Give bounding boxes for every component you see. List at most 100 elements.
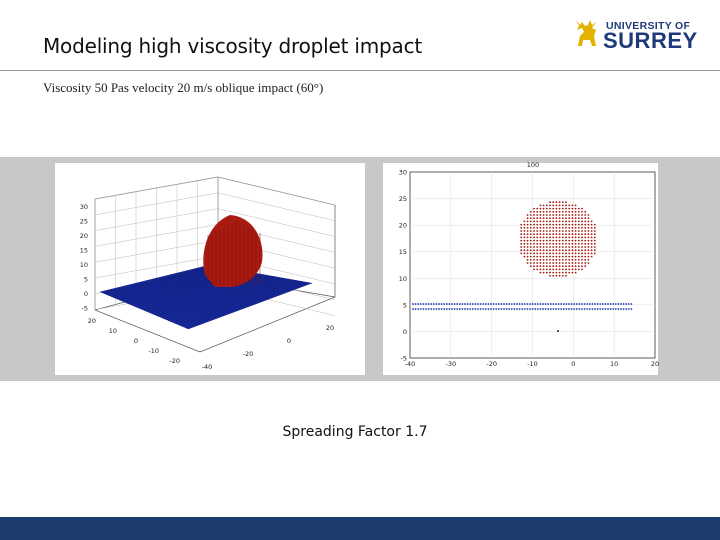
droplet-dot (577, 252, 580, 255)
plate-dot (456, 303, 459, 305)
droplet-dot (542, 214, 545, 216)
plate-dot (544, 303, 547, 305)
droplet-dot (545, 230, 548, 232)
droplet-dot (542, 210, 545, 213)
plate-dot (513, 303, 516, 305)
droplet-dot (533, 242, 535, 245)
plate-dot (549, 308, 552, 310)
plate-dot (438, 308, 440, 310)
droplet-dot (561, 239, 564, 242)
plate-dot (620, 303, 622, 305)
droplet-dot (574, 204, 577, 207)
droplet-dot (545, 239, 548, 242)
y-tick-label: 10 (109, 327, 117, 335)
droplet-dot (526, 249, 529, 252)
droplet-dot (568, 268, 571, 271)
origin-dot (557, 330, 559, 332)
droplet-dot (593, 223, 596, 226)
droplet-dot (555, 274, 558, 277)
droplet-dot (581, 233, 583, 236)
droplet-dot (549, 274, 551, 277)
droplet-dot (558, 233, 561, 236)
droplet-dot (549, 236, 551, 239)
droplet-dot (533, 236, 535, 239)
droplet-dot (542, 226, 545, 229)
plate-dot (594, 303, 596, 305)
plate-dot (453, 303, 456, 305)
droplet-dot (581, 210, 583, 213)
z-tick-label: 5 (84, 276, 88, 284)
droplet-dot (571, 217, 574, 220)
plate-dot (555, 308, 557, 310)
plate-dot (521, 308, 524, 310)
droplet-dot (552, 252, 555, 255)
plot-2d-x-tick: -20 (486, 360, 497, 368)
droplet-dot (577, 220, 580, 223)
droplet-dot (581, 249, 583, 252)
plate-dot (625, 308, 628, 310)
z-tick-label: 0 (84, 290, 88, 298)
droplet-dot (577, 217, 580, 220)
droplet-dot (577, 242, 580, 245)
droplet-dot (542, 236, 545, 239)
droplet-dot (571, 255, 574, 258)
droplet-dot (539, 255, 542, 258)
droplet-dot (561, 220, 564, 223)
droplet-dot (571, 214, 574, 216)
plate-dot (471, 308, 474, 310)
plate-dot (414, 308, 417, 310)
plate-dot (539, 308, 542, 310)
droplet-dot (549, 210, 551, 213)
z-tick-label: 10 (80, 261, 88, 269)
droplet-dot (555, 265, 558, 268)
droplet-dot (558, 252, 561, 255)
droplet-dot (561, 236, 564, 239)
plate-dot (612, 308, 615, 310)
plate-dot (438, 303, 440, 305)
droplet-dot (561, 207, 564, 210)
droplet-dot (536, 214, 539, 216)
droplet-dot (593, 249, 596, 252)
droplet-dot (526, 252, 529, 255)
droplet-dot (539, 271, 542, 274)
droplet-dot (587, 242, 590, 245)
plot-2d-y-tick: 5 (403, 301, 407, 309)
plate-dot (443, 308, 446, 310)
droplet-dot (593, 236, 596, 239)
droplet-dot (526, 217, 529, 220)
droplet-dot (539, 262, 542, 264)
droplet-dot (584, 239, 587, 242)
plate-dot (568, 303, 570, 305)
droplet-dot (555, 262, 558, 264)
droplet-dot (571, 220, 574, 223)
y-tick-label: -10 (148, 347, 159, 355)
droplet-dot (558, 255, 561, 258)
slide-title: Modeling high viscosity droplet impact (43, 34, 423, 58)
plate-dot (622, 303, 625, 305)
droplet-dot (533, 223, 535, 226)
plate-dot (427, 308, 430, 310)
droplet-dot (584, 252, 587, 255)
droplet-dot (529, 217, 532, 220)
droplet-dot (549, 239, 551, 242)
droplet-dot (536, 239, 539, 242)
droplet-dot (549, 207, 551, 210)
plate-dot (614, 303, 617, 305)
droplet-dot (565, 220, 567, 223)
droplet-dot (529, 233, 532, 236)
droplet-dot (561, 233, 564, 236)
plot-2d-y-tick: 20 (399, 222, 407, 230)
droplet-dot (568, 217, 571, 220)
droplet-dot (577, 255, 580, 258)
droplet-dot (520, 230, 523, 232)
droplet-dot (536, 242, 539, 245)
plate-dot (552, 308, 555, 310)
plate-dot (523, 308, 526, 310)
plate-dot (612, 303, 615, 305)
plate-dot (419, 303, 422, 305)
droplet-dot (590, 239, 593, 242)
droplet-dot (590, 246, 593, 248)
droplet-dot (539, 258, 542, 261)
plate-dot (487, 308, 490, 310)
droplet-dot (536, 236, 539, 239)
